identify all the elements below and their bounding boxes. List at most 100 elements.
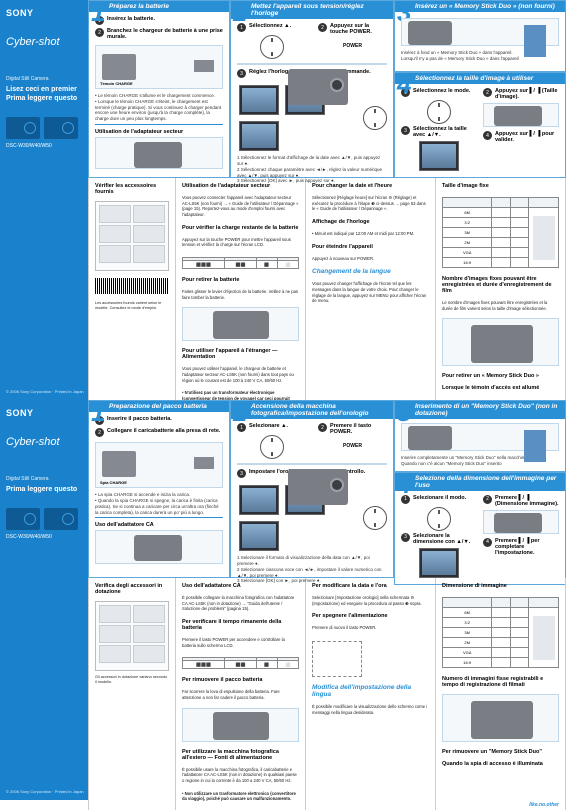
manual-page-italian: SONY Cyber-shot Digital Still Camera Pri… (0, 400, 566, 800)
l3p1: Selezionare [Impostazione orologio] nell… (312, 595, 429, 606)
accessories-column: Verifica degli accessori in dotazione Gl… (88, 578, 176, 810)
l3h3: Modifica dell'impostazione della lingua (312, 684, 429, 698)
copyright-fine-print: © 2006 Sony Corporation · Printed in Jap… (6, 389, 84, 394)
step4-b1: Selezionare il modo. (413, 495, 466, 501)
battery-remove-illustration (182, 307, 299, 341)
accessory-item (133, 625, 165, 643)
step2-notes: 1 Selezionare il formato di visualizzazi… (237, 555, 387, 584)
l2p3: Faites glisser le levier d'éjection de l… (182, 289, 299, 300)
power-label: POWER (318, 443, 387, 449)
camera-rear-illustration (442, 318, 559, 366)
bullet-icon: 2 (483, 495, 492, 504)
cover-panel: SONY Cyber-shot Digital Still Camera Pri… (0, 400, 88, 800)
tbl-cell: 16:9 (443, 258, 492, 268)
l2p2: Premere il tasto POWER per accendere e c… (182, 637, 299, 648)
l4h4: Lorsque le témoin d'accès est allumé (442, 385, 559, 391)
dial-icon (427, 507, 451, 531)
accessories-column: Vérifier les accessoires fournis Les acc… (88, 178, 176, 415)
lower-detail-row: Verifica degli accessori in dotazione Gl… (88, 578, 566, 810)
step-3: 3 Inserimento di un "Memory Stick Duo" (… (394, 400, 566, 472)
dial-icon (427, 100, 451, 124)
camera-illustration (6, 117, 82, 139)
l2h2: Per verificare il tempo rimanente della … (182, 619, 299, 631)
l2h2: Pour vérifier la charge restante de la b… (182, 225, 299, 231)
step2-b1: Selezionare ▲. (249, 423, 288, 429)
l3p2: Premere di nuovo il tasto POWER. (312, 625, 429, 631)
l4h2: Numero di immagini fisse registrabili e … (442, 676, 559, 688)
acc-note: Gli accessori in dotazione variano secon… (95, 675, 169, 685)
camera-rear-illustration (442, 694, 559, 742)
image-size-column: Taille d'image fixe 6M 3:2 3M 2M VGA 16:… (436, 178, 566, 415)
camera-illustration (6, 508, 82, 530)
tbl-cell: 2M (443, 238, 492, 248)
charger-illustration: Spia CHARGE (95, 442, 223, 488)
step-1: 1 Préparez la batterie 1Insérez la batte… (88, 0, 230, 178)
accessories-box (95, 601, 169, 671)
control-dial-icon (363, 106, 387, 130)
l2h4: Per utilizzare la macchina fotografica a… (182, 749, 299, 761)
screen-thumb (419, 141, 459, 171)
bullet-2-icon: 2 (95, 28, 104, 37)
l3p3: Appuyez à nouveau sur POWER. (312, 256, 429, 262)
screen-thumb (419, 548, 459, 578)
tbl-cell: 3:2 (443, 218, 492, 228)
step1-b2: Branchez le chargeur de batterie à une p… (107, 28, 223, 40)
l2p4: È possibile usare la macchina fotografic… (182, 767, 299, 784)
step2-notes: 1 Sélectionnez le format d'affichage de … (237, 155, 387, 184)
battery-detail-column: Utilisation de l'adaptateur secteur Vous… (176, 178, 306, 415)
step-3-title: Insérez un « Memory Stick Duo » (non fou… (395, 1, 565, 12)
camera-subhead: Digital Still Camera (6, 76, 82, 82)
l3p3: È possibile modificare la visualizzazion… (312, 704, 429, 715)
l3h2: Affichage de l'horloge (312, 219, 429, 225)
acc-title: Vérifier les accessoires fournis (95, 183, 169, 195)
l4h3: Per rimuovere un "Memory Stick Duo" (442, 749, 559, 755)
acc-title: Verifica degli accessori in dotazione (95, 583, 169, 595)
battery-detail-column: Uso dell'adattatore CA È possibile colle… (176, 578, 306, 810)
camera-back-illustration (483, 510, 559, 534)
model-number: DSC-W30/W40/W50 (6, 143, 82, 149)
accessory-item (133, 225, 165, 243)
memorystick-illustration (401, 423, 559, 451)
step4-b2: Appuyez sur ▌/ ▐ (Taille d'image). (495, 88, 559, 100)
bullet-icon: 2 (318, 423, 327, 432)
ac-adapter-illustration (95, 137, 223, 169)
charge-label: Spia CHARGE (100, 480, 127, 485)
l2h3: Per rimuovere il pacco batteria (182, 677, 299, 683)
step1-b2: Collegare il caricabatterie alla presa d… (107, 428, 220, 434)
step1-note2: • Lorsque le témoin CHARGE s'éteint, le … (95, 99, 223, 122)
step-3: 3 Insérez un « Memory Stick Duo » (non f… (394, 0, 566, 72)
step2-b1: Sélectionnez ▲. (249, 23, 291, 29)
step-number-4: 4 (397, 71, 411, 97)
model-number: DSC-W30/W40/W50 (6, 534, 82, 540)
step2-b2: Appuyez sur la touche POWER. (330, 23, 387, 35)
step-3-title: Inserimento di un "Memory Stick Duo" (no… (395, 401, 565, 419)
bullet-icon: 2 (318, 23, 327, 32)
power-label: POWER (318, 43, 387, 49)
l2p5: • Non utilizzare un trasformatore elettr… (182, 791, 299, 802)
l2p3: Far scorrere la leva di espulsione della… (182, 689, 299, 700)
image-size-table: 6M 3:2 3M 2M VGA 16:9 (442, 197, 559, 268)
bullet-icon: 4 (483, 131, 492, 140)
barcode (95, 278, 169, 294)
bullet-icon: 3 (237, 469, 246, 478)
copyright-fine-print: © 2006 Sony Corporation · Printed in Jap… (6, 789, 84, 794)
step1-sub2: Uso dell'adattatore CA (95, 522, 223, 528)
step-2: 2 Mettez l'appareil sous tension/réglez … (230, 0, 394, 178)
l2p1: Vous pouvez connecter l'appareil avec l'… (182, 195, 299, 218)
step-number-2: 2 (233, 399, 247, 425)
tbl-cell: 3:2 (443, 618, 492, 628)
tbl-cell: 16:9 (443, 658, 492, 668)
bullet-icon: 3 (237, 69, 246, 78)
l2h3: Pour retirer la batterie (182, 277, 299, 283)
tbl-cell: VGA (443, 648, 492, 658)
cover-panel: SONY Cyber-shot Digital Still Camera Lis… (0, 0, 88, 400)
step-number-1: 1 (91, 0, 105, 25)
step-1: 1 Preparazione del pacco batteria 1Inser… (88, 400, 230, 578)
memory-stick-icon (524, 430, 546, 462)
accessory-item (133, 245, 165, 263)
camera-subhead: Digital Still Camera (6, 476, 82, 482)
tbl-cell: 6M (443, 608, 492, 618)
l4h1: Taille d'image fixe (442, 183, 559, 189)
bullet-icon: 2 (95, 428, 104, 437)
step-2: 2 Accensione della macchina fotografica/… (230, 400, 394, 578)
